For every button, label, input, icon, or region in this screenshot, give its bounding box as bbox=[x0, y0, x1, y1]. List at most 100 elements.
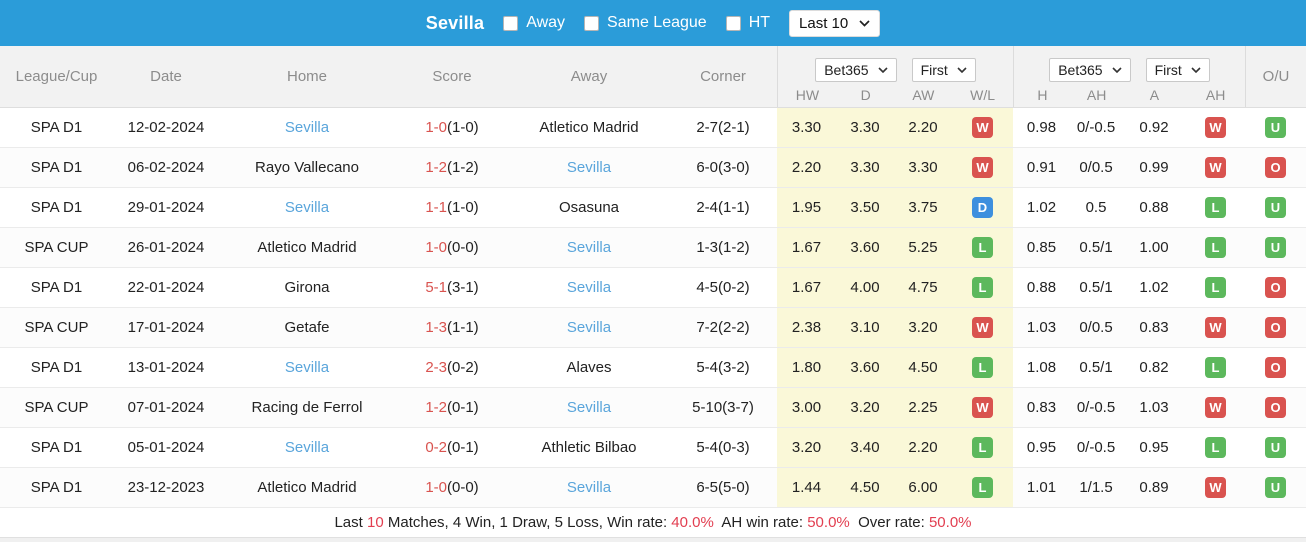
wl-badge: W bbox=[972, 117, 993, 138]
col-header-a: A bbox=[1149, 86, 1160, 103]
wl-cell: L bbox=[952, 228, 1013, 267]
halftime-score: (1-2) bbox=[447, 159, 479, 176]
home-team-cell[interactable]: Sevilla bbox=[284, 199, 330, 216]
draw-odds-cell: 3.30 bbox=[836, 148, 894, 187]
home-team-cell[interactable]: Sevilla bbox=[284, 439, 330, 456]
league-cell: SPA D1 bbox=[30, 199, 83, 216]
corner-cell: 5-4(0-3) bbox=[696, 439, 750, 456]
hw-odds-cell: 1.67 bbox=[777, 228, 836, 267]
ou-badge: O bbox=[1265, 357, 1286, 378]
fulltime-score: 1-0 bbox=[425, 119, 447, 136]
league-cell: SPA D1 bbox=[30, 479, 83, 496]
league-cell: SPA CUP bbox=[24, 239, 89, 256]
summary-text: Over rate: bbox=[849, 514, 929, 531]
wl-cell: L bbox=[952, 268, 1013, 307]
checkbox-icon[interactable] bbox=[503, 15, 519, 31]
away-team-cell[interactable]: Sevilla bbox=[566, 159, 612, 176]
away-team-cell[interactable]: Sevilla bbox=[566, 279, 612, 296]
away-team-cell[interactable]: Sevilla bbox=[566, 399, 612, 416]
a-odds-cell: 0.89 bbox=[1139, 479, 1169, 496]
range-select[interactable]: Last 10 bbox=[789, 9, 881, 37]
ou-cell: U bbox=[1245, 108, 1306, 147]
aw-odds-cell: 3.20 bbox=[894, 308, 952, 347]
bookmaker-select-2-value: Bet365 bbox=[1058, 62, 1103, 79]
summary-count: 10 bbox=[367, 514, 384, 531]
corner-cell: 6-0(3-0) bbox=[696, 159, 750, 176]
h-odds-cell: 0.85 bbox=[1026, 239, 1057, 256]
home-team-cell[interactable]: Sevilla bbox=[284, 359, 330, 376]
ah-line-cell: 1/1.5 bbox=[1079, 479, 1113, 496]
draw-odds-cell: 4.50 bbox=[836, 468, 894, 507]
ah-result-badge: W bbox=[1205, 397, 1226, 418]
col-header-home: Home bbox=[286, 68, 327, 85]
h-odds-cell: 0.91 bbox=[1026, 159, 1057, 176]
away-team-cell[interactable]: Sevilla bbox=[566, 479, 612, 496]
home-team-cell: Atletico Madrid bbox=[257, 479, 357, 496]
summary-text: Last bbox=[334, 514, 367, 531]
away-team-cell[interactable]: Sevilla bbox=[566, 319, 612, 336]
ah-line-cell: 0.5/1 bbox=[1079, 279, 1113, 296]
wl-cell: W bbox=[952, 148, 1013, 187]
wl-badge: W bbox=[972, 317, 993, 338]
a-odds-cell: 0.99 bbox=[1139, 159, 1169, 176]
h-odds-cell: 0.88 bbox=[1026, 279, 1057, 296]
a-odds-cell: 1.03 bbox=[1139, 399, 1169, 416]
period-select-1[interactable]: First bbox=[911, 58, 976, 83]
ou-cell: U bbox=[1245, 188, 1306, 227]
table-row: SPA D1 23-12-2023 Atletico Madrid 1-0 (0-… bbox=[0, 468, 1306, 508]
bookmaker-select-1[interactable]: Bet365 bbox=[815, 58, 897, 83]
hw-odds-cell: 1.44 bbox=[777, 468, 836, 507]
halftime-score: (0-0) bbox=[447, 239, 479, 256]
score-cell: 1-2 (0-1) bbox=[395, 388, 509, 427]
hw-odds-cell: 1.67 bbox=[777, 268, 836, 307]
ou-badge: U bbox=[1265, 197, 1286, 218]
ah-result-cell: L bbox=[1186, 268, 1245, 307]
checkbox-ht[interactable]: HT bbox=[725, 14, 770, 32]
checkbox-icon[interactable] bbox=[584, 15, 600, 31]
ou-badge: O bbox=[1265, 277, 1286, 298]
period-select-2[interactable]: First bbox=[1145, 58, 1210, 83]
halftime-score: (1-0) bbox=[447, 199, 479, 216]
aw-odds-cell: 2.20 bbox=[894, 428, 952, 467]
ah-line-cell: 0/-0.5 bbox=[1076, 399, 1116, 416]
table-row: SPA CUP 17-01-2024 Getafe 1-3 (1-1) Sevil… bbox=[0, 308, 1306, 348]
fulltime-score: 1-2 bbox=[425, 159, 447, 176]
ah-result-cell: W bbox=[1186, 388, 1245, 427]
hw-odds-cell: 3.20 bbox=[777, 428, 836, 467]
home-team-cell[interactable]: Sevilla bbox=[284, 119, 330, 136]
ah-result-cell: L bbox=[1186, 188, 1245, 227]
checkbox-same-league[interactable]: Same League bbox=[584, 14, 707, 32]
away-team-cell: Athletic Bilbao bbox=[541, 439, 637, 456]
table-row: SPA CUP 07-01-2024 Racing de Ferrol 1-2(… bbox=[0, 388, 1306, 428]
score-cell: 1-0 (0-0) bbox=[395, 228, 509, 267]
away-team-cell[interactable]: Sevilla bbox=[566, 239, 612, 256]
wl-cell: W bbox=[952, 308, 1013, 347]
ah-result-badge: L bbox=[1205, 197, 1226, 218]
a-odds-cell: 0.92 bbox=[1139, 119, 1169, 136]
wl-badge: L bbox=[972, 357, 993, 378]
match-table-body: SPA D1 12-02-2024 Sevilla 1-0 (1-0) Atlet… bbox=[0, 108, 1306, 508]
ou-cell: O bbox=[1245, 308, 1306, 347]
bookmaker-select-2[interactable]: Bet365 bbox=[1049, 58, 1131, 83]
filter-bar: Sevilla Away Same League HT Last 10 bbox=[0, 0, 1306, 46]
checkbox-icon[interactable] bbox=[725, 15, 741, 31]
corner-cell: 5-10(3-7) bbox=[692, 399, 754, 416]
ah-result-badge: W bbox=[1205, 157, 1226, 178]
wl-cell: W bbox=[952, 108, 1013, 147]
table-row: SPA D1 06-02-2024 Rayo Vallecano 1-2 (1-2… bbox=[0, 148, 1306, 188]
ah-result-cell: W bbox=[1186, 148, 1245, 187]
col-header-aw: AW bbox=[912, 86, 935, 103]
away-team-cell: Alaves bbox=[566, 359, 612, 376]
checkbox-away[interactable]: Away bbox=[503, 14, 565, 32]
halftime-score: (0-1) bbox=[447, 399, 479, 416]
ah-result-badge: W bbox=[1205, 477, 1226, 498]
ah-result-badge: L bbox=[1205, 437, 1226, 458]
chevron-down-icon bbox=[878, 67, 888, 74]
home-team-cell: Rayo Vallecano bbox=[255, 159, 359, 176]
ou-badge: O bbox=[1265, 317, 1286, 338]
aw-odds-cell: 3.75 bbox=[894, 188, 952, 227]
date-cell: 26-01-2024 bbox=[127, 239, 205, 256]
corner-cell: 2-4(1-1) bbox=[696, 199, 750, 216]
league-cell: SPA D1 bbox=[30, 439, 83, 456]
ah-result-badge: W bbox=[1205, 317, 1226, 338]
